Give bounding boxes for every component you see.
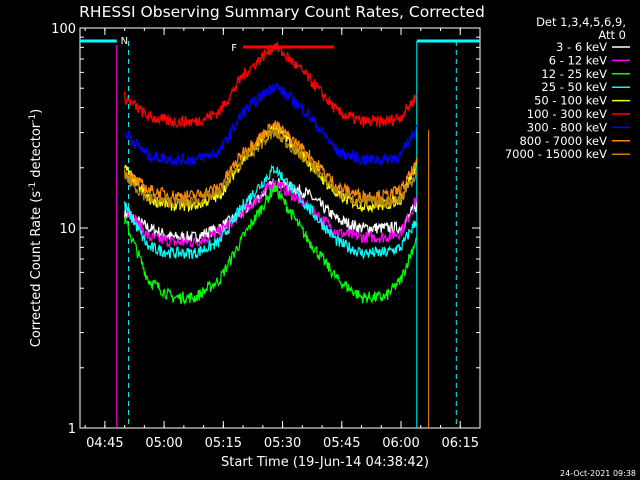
y-axis-label-sup2: -1 xyxy=(28,114,38,123)
legend-label-5: 100 - 300 keV xyxy=(527,107,607,121)
legend-label-1: 6 - 12 keV xyxy=(549,53,607,67)
axis-layer: 04:45 05:00 05:15 05:30 05:45 06:00 06:15 1 10 10… xyxy=(51,22,481,451)
x-tick-label-6: 06:15 xyxy=(442,436,479,451)
y-tick-label-1: 10 xyxy=(59,222,76,237)
y-axis-label-mid: detector xyxy=(29,122,44,182)
legend-label-8: 7000 - 15000 keV xyxy=(505,147,607,161)
series-line-3 xyxy=(124,164,418,260)
chart-title: RHESSI Observing Summary Count Rates, Co… xyxy=(79,3,485,21)
legend-detector-line2: Att 0 xyxy=(598,28,626,42)
series-line-5 xyxy=(124,41,417,130)
x-tick-label-3: 05:30 xyxy=(264,436,301,451)
flare-flag-label: F xyxy=(231,43,237,54)
x-axis-label: Start Time (19-Jun-14 04:38:42) xyxy=(221,455,429,470)
y-axis-label-sup1: -1 xyxy=(28,182,38,191)
legend-detector-line1: Det 1,3,4,5,6,9, xyxy=(536,15,626,29)
series-line-1 xyxy=(124,179,418,249)
x-tick-label-0: 04:45 xyxy=(86,436,123,451)
y-axis-label-end: ) xyxy=(29,109,44,114)
x-tick-label-5: 06:00 xyxy=(382,436,419,451)
x-tick-label-4: 05:45 xyxy=(323,436,360,451)
footer-date: 24-Oct-2021 09:38 xyxy=(560,469,636,478)
series-line-2 xyxy=(124,183,418,306)
series-line-6 xyxy=(124,82,418,167)
y-axis-label-base: Corrected Count Rate (s xyxy=(29,191,44,348)
x-tick-label-2: 05:15 xyxy=(205,436,242,451)
series-layer xyxy=(124,41,418,306)
legend-label-3: 25 - 50 keV xyxy=(541,80,607,94)
y-axis-label: Corrected Count Rate (s-1 detector-1) xyxy=(28,109,44,347)
night-flag-label: N xyxy=(121,36,128,47)
legend-label-4: 50 - 100 keV xyxy=(534,94,607,108)
legend-label-0: 3 - 6 keV xyxy=(556,40,607,54)
legend-label-2: 12 - 25 keV xyxy=(541,67,607,81)
x-tick-label-1: 05:00 xyxy=(145,436,182,451)
y-tick-label-2: 100 xyxy=(51,22,76,37)
legend-label-7: 800 - 7000 keV xyxy=(519,134,607,148)
legend-label-6: 300 - 800 keV xyxy=(527,120,607,134)
y-tick-label-0: 1 xyxy=(68,422,76,437)
series-line-8 xyxy=(124,129,418,209)
